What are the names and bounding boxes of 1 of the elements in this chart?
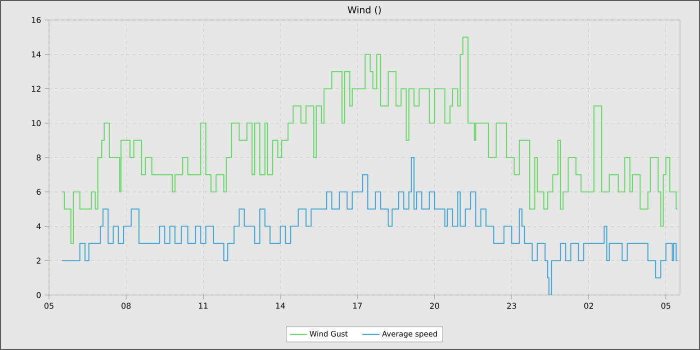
chart-title: Wind () <box>348 6 381 14</box>
